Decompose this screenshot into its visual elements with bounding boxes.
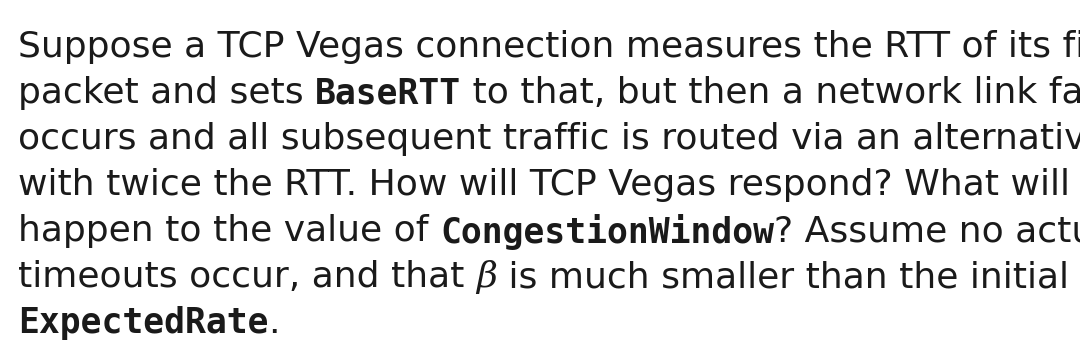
Text: ExpectedRate: ExpectedRate	[18, 306, 269, 340]
Text: packet and sets: packet and sets	[18, 76, 315, 110]
Text: to that, but then a network link failure: to that, but then a network link failure	[461, 76, 1080, 110]
Text: is much smaller than the initial: is much smaller than the initial	[497, 260, 1069, 294]
Text: Suppose a TCP Vegas connection measures the RTT of its first: Suppose a TCP Vegas connection measures …	[18, 30, 1080, 64]
Text: CongestionWindow: CongestionWindow	[440, 214, 774, 250]
Text: ? Assume no actual: ? Assume no actual	[774, 214, 1080, 248]
Text: .: .	[269, 306, 280, 340]
Text: with twice the RTT. How will TCP Vegas respond? What will: with twice the RTT. How will TCP Vegas r…	[18, 168, 1070, 202]
Text: β: β	[476, 260, 497, 294]
Text: BaseRTT: BaseRTT	[315, 76, 461, 110]
Text: occurs and all subsequent traffic is routed via an alternative path: occurs and all subsequent traffic is rou…	[18, 122, 1080, 156]
Text: happen to the value of: happen to the value of	[18, 214, 440, 248]
Text: timeouts occur, and that: timeouts occur, and that	[18, 260, 476, 294]
